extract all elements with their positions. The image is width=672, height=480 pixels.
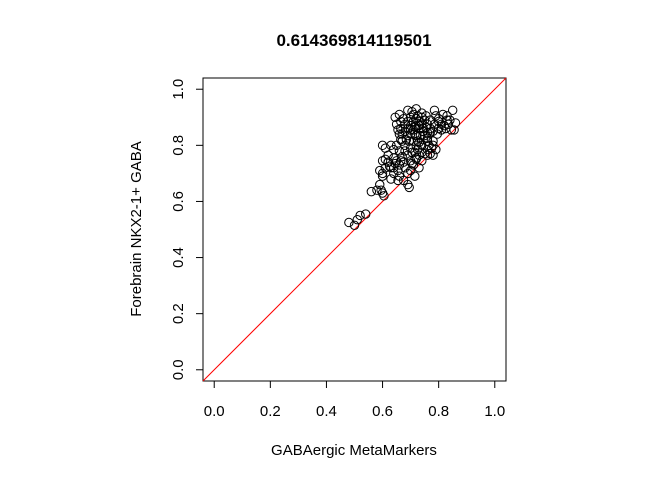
data-point [389,168,399,179]
plot-area [202,77,507,382]
data-point [386,174,396,184]
data-point [355,210,365,221]
chart-title: 0.614369814119501 [276,31,431,50]
data-point [438,109,448,120]
data-point [377,168,388,179]
x-axis-label: GABAergic MetaMarkers [271,442,437,459]
data-point [411,153,421,163]
data-point [450,118,461,128]
x-tick-label: 0.8 [428,403,449,420]
data-point [384,161,395,172]
data-point [410,147,420,158]
data-point [398,113,409,124]
data-points [344,104,461,230]
data-point [404,182,414,193]
data-point [422,133,433,144]
x-axis: 0.0 0.2 0.4 0.6 0.8 1.0 [204,380,505,420]
data-point [393,125,403,135]
x-tick-label: 0.2 [260,403,281,420]
y-tick-label: 0.2 [170,303,187,324]
data-point [361,209,371,219]
y-axis: 0.0 0.2 0.4 0.6 0.8 1.0 [170,79,204,380]
data-point [383,150,393,160]
data-point [429,105,440,115]
data-point [417,156,427,166]
data-point [417,112,427,122]
data-point [419,115,430,125]
data-point [428,126,438,137]
data-point [349,220,360,230]
y-tick-label: 0.8 [170,135,187,156]
data-point [393,175,403,186]
data-point [366,186,377,197]
data-point [414,137,424,148]
x-tick-label: 0.6 [372,403,393,420]
data-point [410,171,420,181]
data-point [383,157,393,167]
data-point [375,179,385,190]
x-tick-label: 0.0 [204,403,225,420]
y-tick-label: 0.6 [170,191,187,212]
x-tick-label: 1.0 [484,403,505,420]
y-tick-label: 1.0 [170,79,187,100]
data-point [410,129,420,139]
data-point [424,140,434,151]
data-point [447,105,458,115]
data-point [379,191,389,201]
data-point [445,115,455,125]
data-point [431,111,441,121]
data-point [407,106,417,117]
data-point [414,120,424,131]
data-point [433,116,444,127]
data-point [372,185,382,195]
data-point [428,150,438,160]
data-point [401,135,412,145]
y-axis-label: Forebrain NKX2-1+ GABA [128,141,145,317]
data-point [377,171,388,181]
data-point [428,140,438,151]
data-point [380,163,391,173]
x-tick-label: 0.4 [316,403,337,420]
data-point [377,140,388,151]
data-point [344,217,354,228]
data-point [425,123,435,134]
data-point [389,144,399,155]
data-point [375,165,385,176]
y-tick-label: 0.4 [170,247,187,268]
data-point [446,125,456,135]
data-point [408,136,419,146]
data-point [394,146,405,156]
data-point [440,123,451,134]
data-point [391,119,402,129]
y-tick-label: 0.0 [170,359,187,380]
